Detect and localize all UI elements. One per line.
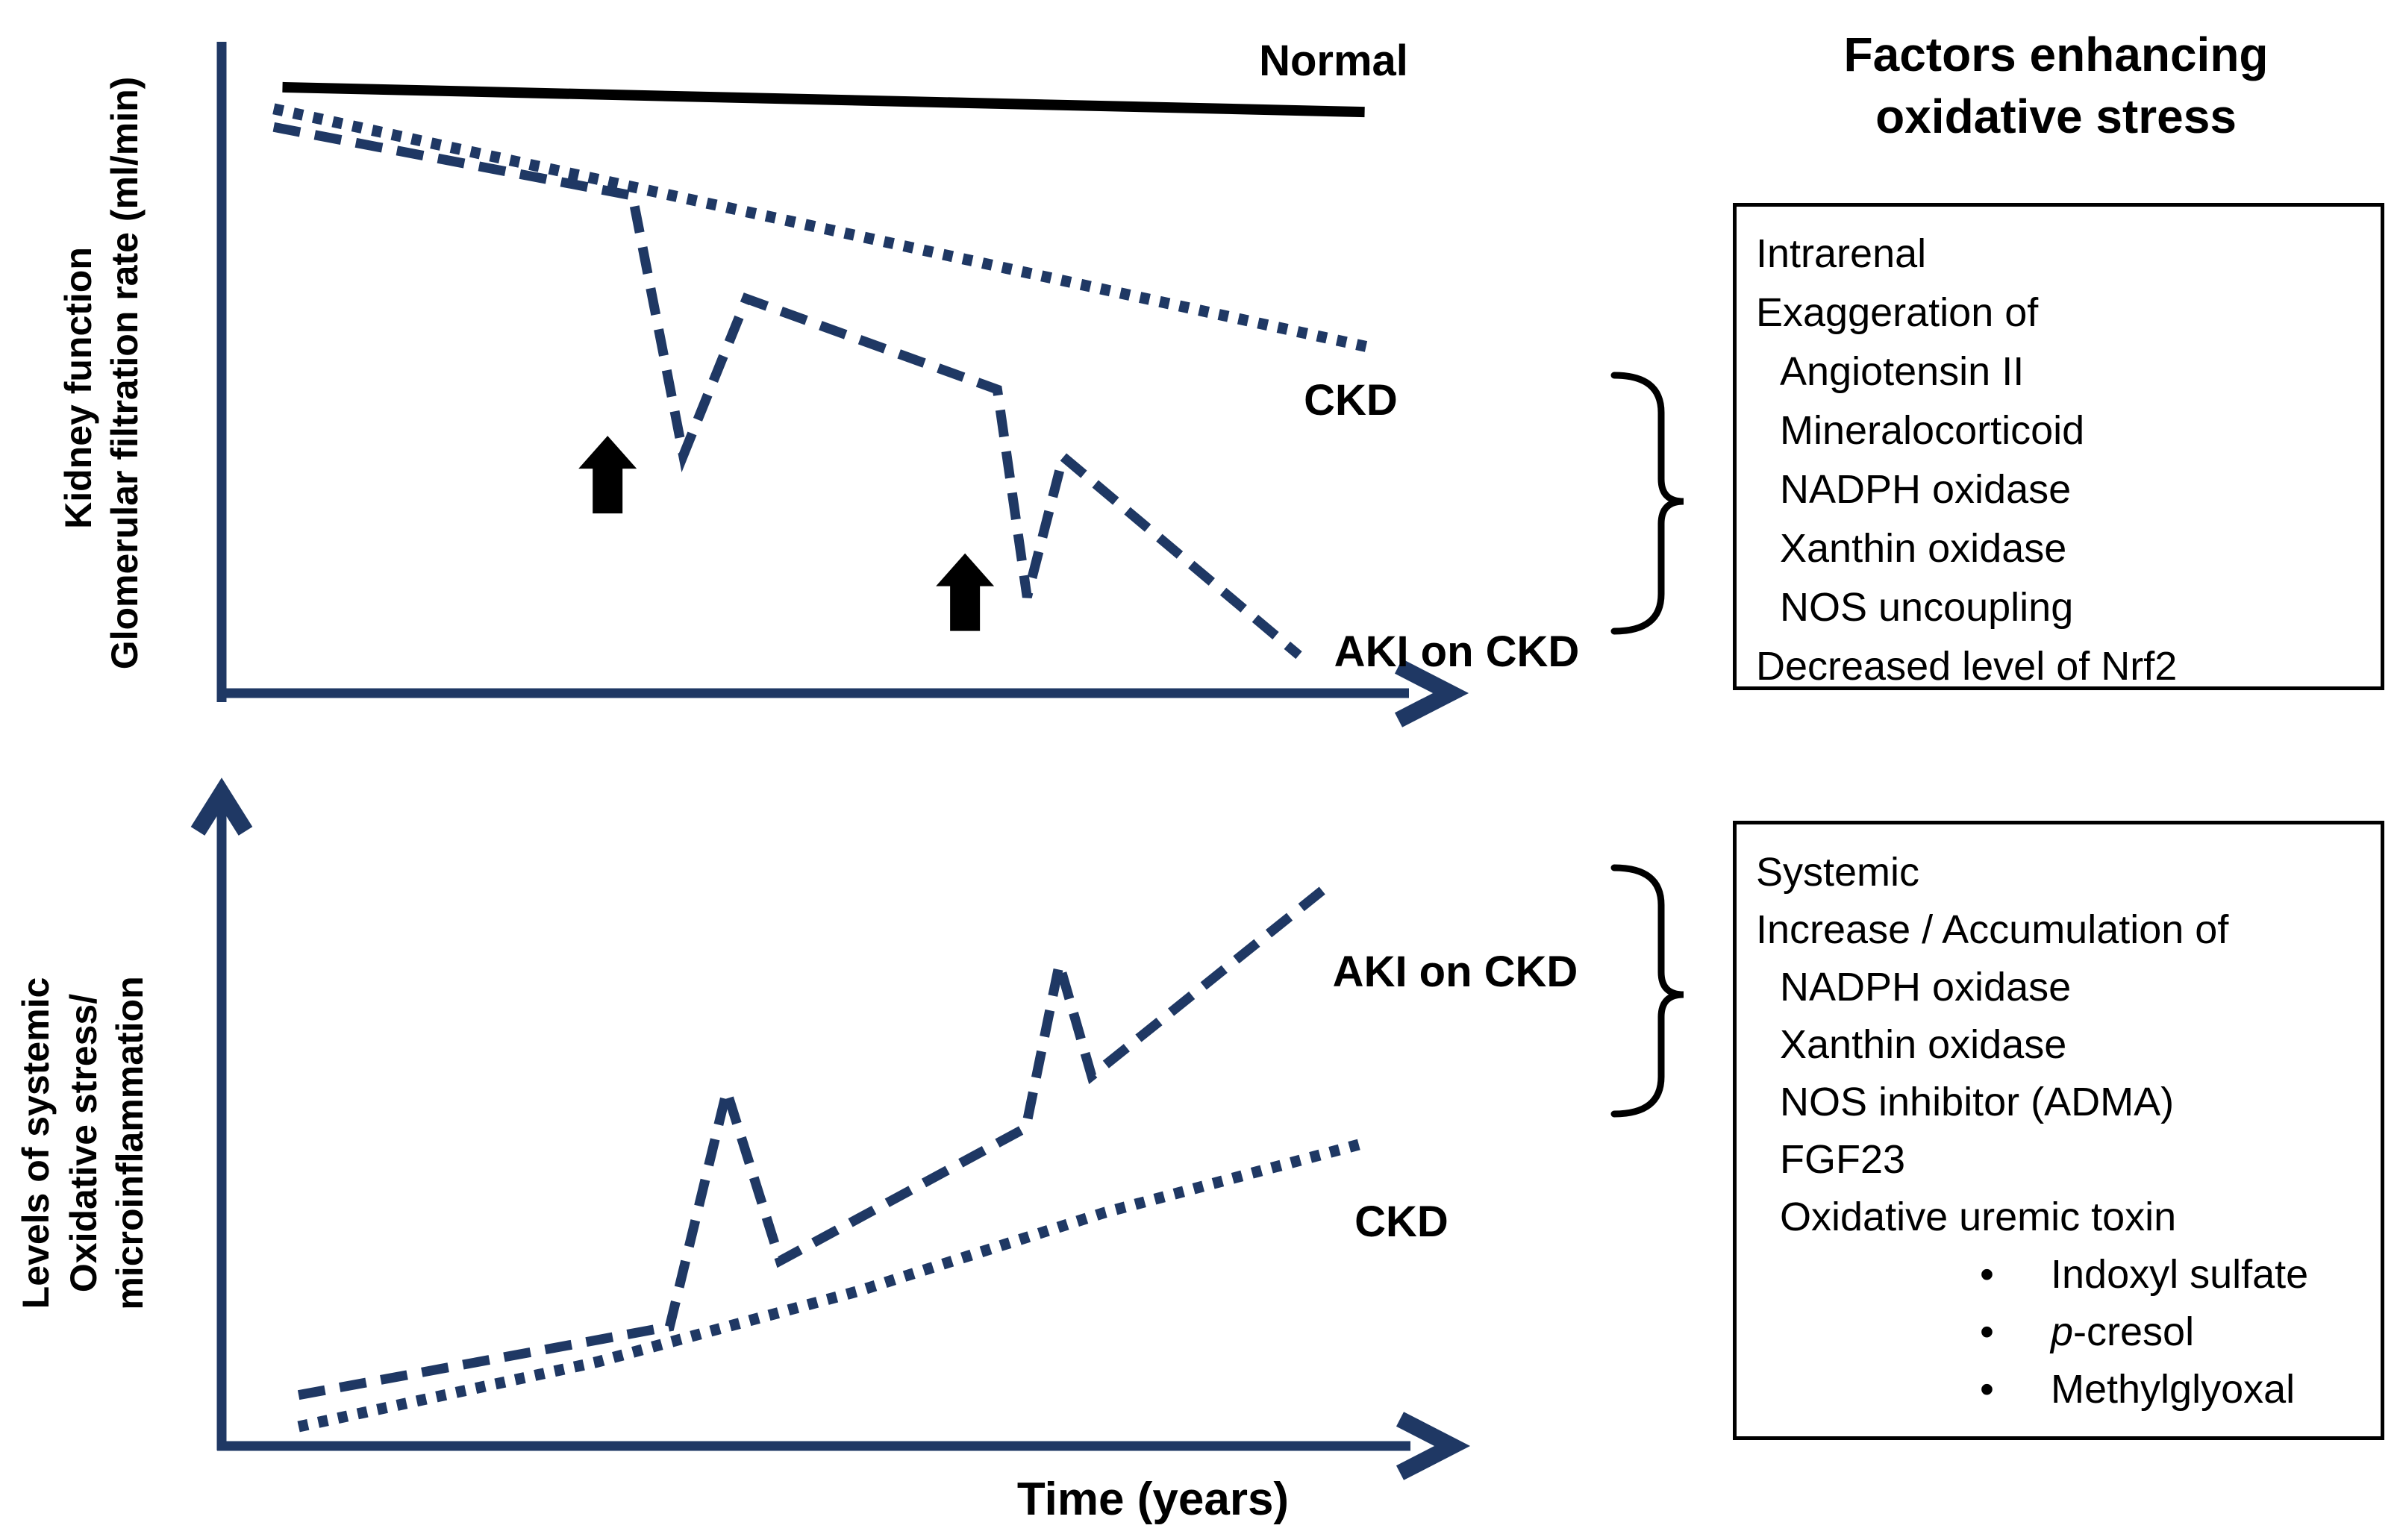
list-item: NADPH oxidase [1780, 467, 2072, 512]
list-item: Intrarenal [1756, 231, 1927, 276]
top-x-axis-arrow-icon [1394, 659, 1469, 727]
panel-title: Factors enhancing oxidative stress [1844, 24, 2269, 148]
brace-bottom [1610, 864, 1684, 1118]
list-item: • p -cresol [1756, 1303, 2373, 1361]
kidney-chart-series [272, 81, 1370, 660]
bullet-icon: • [1980, 1252, 1994, 1297]
brace-top [1610, 372, 1684, 635]
list-item-label: -cresol [2073, 1309, 2195, 1354]
bottom-x-axis-arrow-icon [1396, 1412, 1471, 1480]
aki-event-up-arrow-icon [578, 436, 637, 514]
list-item: • Methylglyoxal [1756, 1361, 2373, 1418]
bottom-y-axis-title-line1: Levels of systemic [15, 977, 57, 1309]
aki-event-arrows [578, 436, 995, 631]
list-item: NOS uncoupling [1780, 585, 2074, 630]
list-item-italic-prefix: p [2051, 1309, 2074, 1354]
systemic-chart-series [297, 882, 1361, 1433]
list-item: Increase / Accumulation of [1756, 907, 2229, 952]
x-axis-title: Time (years) [1016, 1474, 1290, 1525]
top-y-axis-title-line1: Kidney function [57, 247, 99, 529]
bottom-y-axis-title-line2: Oxidative stress/ [63, 993, 104, 1293]
top-y-axis-title-line2: Glomerular filtration rate (ml/min) [104, 76, 146, 670]
list-item: Systemic [1756, 850, 1920, 895]
list-item-label: Indoxyl sulfate [2051, 1252, 2309, 1297]
list-item: Oxidative uremic toxin [1780, 1195, 2177, 1239]
bullet-icon: • [1980, 1309, 1994, 1354]
aki-event-up-arrow-icon [936, 553, 995, 631]
panel-title-line2: oxidative stress [1875, 90, 2237, 143]
intrarenal-factors-box: Intrarenal Exaggeration of Angiotensin I… [1733, 203, 2384, 690]
series-line-normal [282, 81, 1365, 118]
bottom-y-axis-arrow-icon [190, 777, 253, 836]
bullet-icon: • [1980, 1367, 1994, 1412]
panel-title-line1: Factors enhancing [1843, 28, 2269, 81]
list-item: • Indoxyl sulfate [1756, 1246, 2373, 1303]
list-item: Mineralocorticoid [1780, 408, 2085, 453]
list-item: NOS inhibitor (ADMA) [1780, 1080, 2175, 1124]
list-item: FGF23 [1780, 1137, 1906, 1182]
series-line-aki-on-ckd [297, 882, 1331, 1400]
series-line-ckd [272, 103, 1370, 353]
bottom-chart-axes [190, 777, 1471, 1480]
top-chart-axes [216, 42, 1469, 727]
bottom-y-axis-title-line3: microinflammation [109, 976, 151, 1310]
list-item: Xanthin oxidase [1780, 526, 2067, 571]
list-item: Exaggeration of [1756, 290, 2039, 335]
aki-on-ckd-series-label-top: AKI on CKD [1334, 627, 1580, 676]
normal-series-label: Normal [1259, 37, 1408, 85]
list-item: NADPH oxidase [1780, 965, 2072, 1010]
series-line-ckd [297, 1139, 1361, 1433]
ckd-series-label-top: CKD [1304, 376, 1398, 425]
list-item: Xanthin oxidase [1780, 1022, 2067, 1067]
list-item: Angiotensin II [1780, 349, 2025, 394]
aki-on-ckd-series-label-bottom: AKI on CKD [1332, 948, 1578, 996]
systemic-factors-box: Systemic Increase / Accumulation of NADP… [1733, 821, 2384, 1440]
list-item: Decreased level of Nrf2 [1756, 644, 2178, 689]
ckd-series-label-bottom: CKD [1354, 1198, 1449, 1246]
list-item-label: Methylglyoxal [2051, 1367, 2296, 1412]
series-line-aki-on-ckd [272, 122, 1302, 660]
